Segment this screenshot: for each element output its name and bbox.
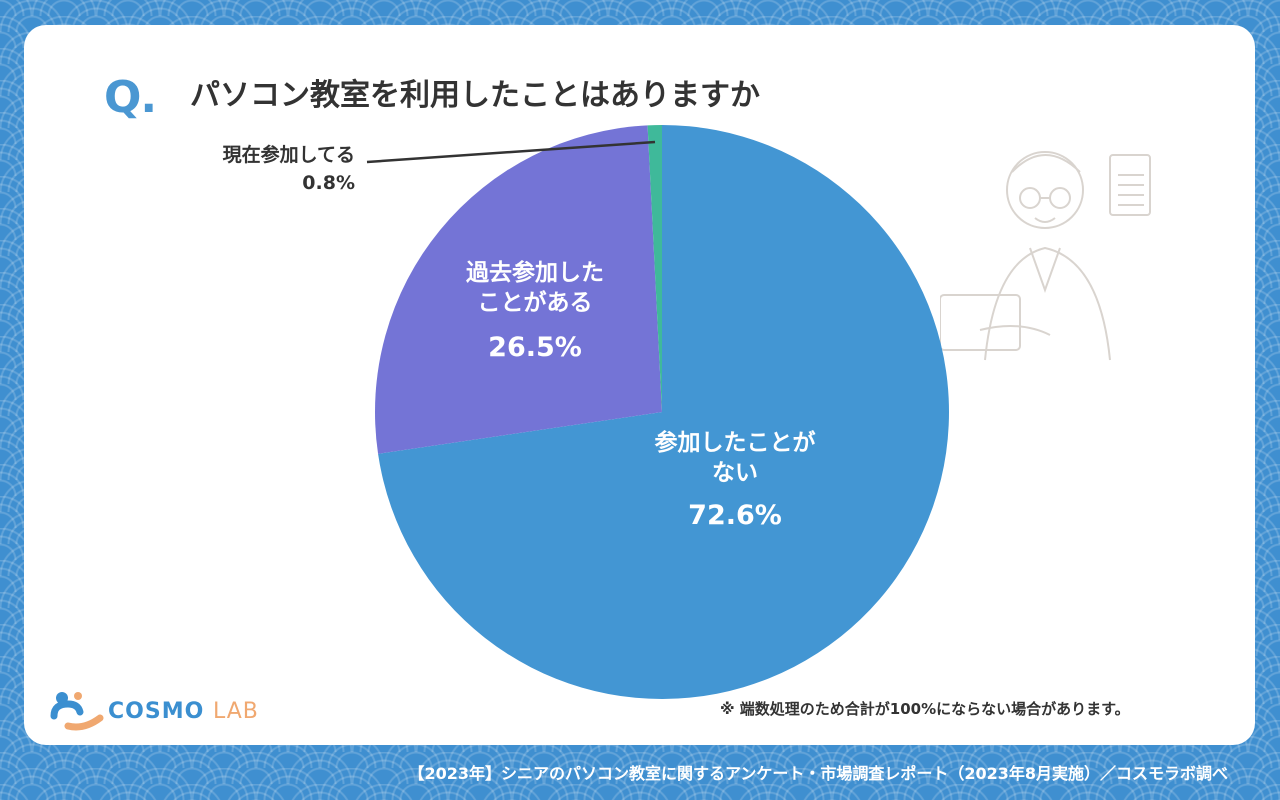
question-mark: Q. [104,72,157,123]
slice-value-past: 26.5% [488,332,582,363]
cosmo-lab-logo-icon [50,692,104,731]
callout-leader-line [366,140,656,164]
callout-value-current: 0.8% [302,172,355,194]
rounding-note: ※ 端数処理のため合計が100%にならない場合があります。 [720,700,1130,718]
callout-label-current: 現在参加してる [222,144,355,166]
slice-label-past-line2: ことがある [477,290,593,316]
slice-value-never: 72.6% [688,500,782,531]
logo-text-cosmo: COSMO [108,699,205,724]
pie-slice-never [378,125,949,699]
slice-label-past-line1: 過去参加した [466,260,604,286]
slice-label-never-line2: ない [712,460,758,486]
pie-slice-past [375,125,662,454]
source-footer: 【2023年】シニアのパソコン教室に関するアンケート・市場調査レポート（2023… [408,764,1228,783]
senior-pc-illustration [940,151,1151,361]
slice-label-never-line1: 参加したことが [654,430,816,456]
chart-title: パソコン教室を利用したことはありますか [190,78,760,113]
logo-text-lab: LAB [212,699,259,724]
slice-label-past: 過去参加した ことがある [420,258,650,318]
cosmo-lab-logo-text: COSMO LAB [108,699,259,724]
slice-label-never: 参加したことが ない [610,428,860,488]
pie-slice-current [647,125,662,412]
